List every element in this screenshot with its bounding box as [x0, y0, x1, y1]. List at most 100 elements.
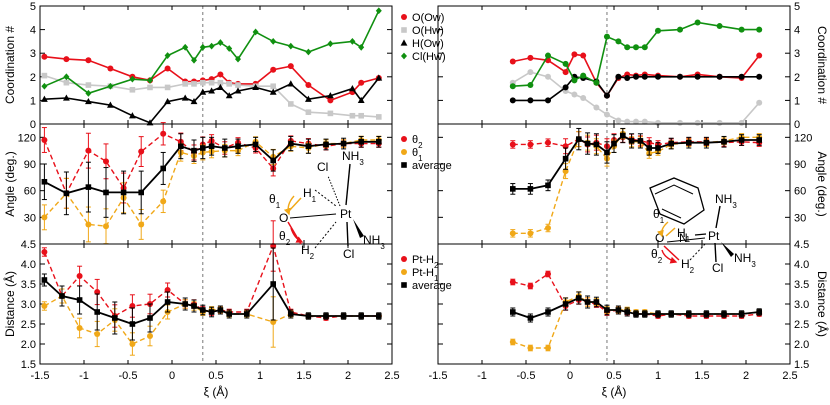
- axes-frame: [437, 243, 791, 365]
- data-point: [160, 198, 167, 205]
- ammine-top-label: NH3: [342, 149, 364, 167]
- data-point: [208, 79, 215, 86]
- data-point: [571, 77, 578, 84]
- subplot-left-dist: 1.5 2.0 2.5 3.0 3.5 4.0 4.5 Distance (Å): [2, 220, 393, 371]
- axes-frame: [437, 5, 791, 125]
- xtick-label: 1: [655, 370, 661, 382]
- ytick-label: 60: [794, 186, 806, 198]
- data-point: [191, 303, 197, 309]
- ytick-label: 5: [794, 1, 800, 13]
- data-point: [288, 311, 294, 317]
- bond-o-h1: [665, 227, 676, 237]
- data-point: [94, 309, 100, 315]
- ammine-right-label-base: NH: [363, 233, 380, 247]
- legend-label-sub: 2: [434, 261, 439, 270]
- data-point: [160, 130, 167, 137]
- ytick-label: 4.5: [21, 239, 36, 251]
- data-point: [738, 73, 745, 80]
- data-point: [738, 119, 745, 126]
- theta1-label-base: θ: [653, 207, 660, 221]
- h2-pt-dash: [314, 221, 337, 249]
- data-point: [76, 297, 83, 303]
- data-point: [641, 73, 648, 80]
- ytick-label: 2: [794, 72, 800, 84]
- data-point: [270, 157, 276, 164]
- bond-pt-cl: [714, 242, 717, 263]
- data-point: [107, 82, 114, 90]
- data-point: [305, 95, 312, 102]
- data-point: [235, 55, 241, 63]
- theta2-label-base: θ: [279, 229, 286, 243]
- data-point: [545, 182, 551, 189]
- data-point: [694, 119, 701, 126]
- data-point: [41, 95, 48, 102]
- subplot-right-coord: 0 1 2 3 4 5 Coordination #: [437, 1, 829, 131]
- data-point: [252, 28, 259, 36]
- xtick-label: 1.5: [694, 370, 709, 382]
- data-point: [615, 73, 622, 80]
- data-point: [138, 221, 145, 228]
- data-point: [376, 138, 382, 145]
- data-point: [85, 89, 92, 97]
- xtick-label: 0: [567, 370, 573, 382]
- data-point: [147, 76, 153, 84]
- ylabel-right: Coordination #: [815, 26, 829, 104]
- data-point: [164, 65, 171, 72]
- theta2-label: θ2: [651, 247, 663, 265]
- platinum-label: Pt: [708, 229, 720, 243]
- data-point: [129, 321, 136, 327]
- data-point: [340, 140, 347, 147]
- data-point: [509, 279, 516, 285]
- data-point: [85, 147, 92, 154]
- data-point: [358, 79, 365, 86]
- legend-marker: [401, 162, 407, 168]
- data-point: [527, 141, 534, 148]
- data-point: [103, 158, 109, 165]
- data-point: [510, 309, 516, 315]
- xtick-label: 1.5: [296, 370, 311, 382]
- data-point: [349, 38, 356, 45]
- data-point: [545, 345, 551, 351]
- data-point: [615, 307, 622, 313]
- data-point: [327, 97, 334, 104]
- oxygen-label: O: [655, 231, 664, 245]
- data-point: [703, 311, 710, 317]
- legend-marker: [401, 27, 407, 33]
- xtick-label: 0.5: [208, 370, 223, 382]
- legend-label-base: O(Hw): [412, 25, 444, 37]
- data-point: [182, 301, 188, 307]
- data-point: [642, 311, 648, 317]
- h1-label-base: H: [677, 226, 686, 240]
- theta2-label-base: θ: [651, 247, 658, 261]
- ammine-right-label: NH3: [734, 251, 756, 269]
- legend-label-base: Cl(Hw): [412, 51, 446, 63]
- data-point: [603, 33, 610, 40]
- data-point: [287, 80, 295, 87]
- o-pt-axis: [289, 213, 337, 219]
- ytick-label: 2.5: [21, 319, 36, 331]
- ytick-label: 2.0: [21, 339, 36, 351]
- data-point: [103, 223, 109, 230]
- data-point: [603, 92, 610, 99]
- series-line-O(Ow): [512, 53, 760, 98]
- xtick-label: -1: [477, 370, 487, 382]
- data-point: [138, 148, 145, 155]
- ammine-right-label: NH3: [363, 233, 385, 251]
- h1-label: H1: [677, 226, 691, 244]
- data-point: [375, 74, 383, 81]
- data-point: [677, 26, 683, 33]
- data-point: [686, 139, 692, 146]
- ytick-label: 3: [30, 48, 36, 60]
- data-point: [603, 111, 610, 118]
- data-point: [164, 97, 171, 105]
- data-point: [593, 104, 600, 111]
- data-point: [655, 311, 661, 317]
- data-point: [199, 88, 207, 95]
- data-point: [358, 112, 364, 119]
- data-point: [562, 155, 569, 162]
- data-point: [738, 137, 745, 143]
